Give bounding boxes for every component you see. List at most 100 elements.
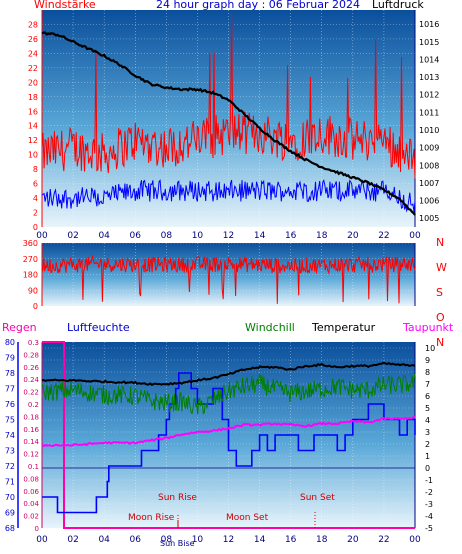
humidity-tick-label: 76 [5,400,15,409]
pressure-series [41,31,416,216]
x-tick-label: 06 [130,231,142,241]
right-tick-label: 1009 [419,144,439,153]
x-tick-label: 18 [316,231,328,241]
humidity-tick-label: 78 [5,369,15,378]
x-tick-label: 06 [130,535,142,545]
humidity-tick-label: 68 [5,524,15,533]
sun-rise-label: Sun Rise [158,493,197,503]
left-tick-label: 12 [28,136,38,145]
right-tick-label: 1016 [419,20,439,29]
left-tick-label: 10 [28,151,38,160]
humidity-tick-label: 69 [5,509,15,518]
compass-label: W [436,261,447,274]
rain-tick-label: 0.24 [23,376,39,384]
rain-tick-label: 0.1 [28,463,39,471]
right-tick-label: 1014 [419,55,439,64]
x-tick-label: 12 [223,535,234,545]
right-tick-label: 1015 [419,38,439,47]
right-tick-label: 1013 [419,73,439,82]
rain-tick-label: 0.22 [23,389,39,397]
wind-average-series [41,179,416,213]
regen-label: Regen [2,321,37,334]
rain-tick-label: 0.04 [23,500,39,508]
x-tick-label: 04 [98,535,110,545]
wind-gust-series [41,13,416,179]
left-tick-label: 28 [28,20,38,29]
rain-tick-label: 0.02 [23,513,39,521]
x-tick-label: 00 [36,535,48,545]
rain-tick-label: 0.12 [23,451,39,459]
x-tick-label: 08 [161,535,173,545]
compass-label: N [436,336,444,349]
x-tick-label: 14 [254,231,266,241]
moon-set-label: Moon Set [226,513,269,523]
windchill-label: Windchill [245,321,295,334]
humidity-tick-label: 71 [5,478,15,487]
temperatur-label: Temperatur [311,321,376,334]
moon-rise-label: Moon Rise [128,513,175,523]
rain-tick-label: 0.3 [28,339,39,347]
left-tick-label: 20 [28,78,38,87]
temperature-tick-label: 10 [425,344,435,353]
x-tick-label: 00 [409,231,421,241]
right-tick-label: 1005 [419,214,439,223]
temperature-tick-label: 5 [425,404,430,413]
x-tick-label: 08 [161,231,173,241]
humidity-tick-label: 72 [5,462,15,471]
temperature-tick-label: -4 [425,512,433,521]
x-tick-label: 10 [192,231,204,241]
temperature-tick-label: 8 [425,368,430,377]
left-tick-label: 2 [33,209,38,218]
left-tick-label: 4 [33,194,38,203]
compass-label: O [436,311,445,324]
rain-tick-label: 0.26 [23,364,39,372]
left-tick-label: 26 [28,35,38,44]
luftdruck-label: Luftdruck [372,0,424,11]
temperature-tick-label: 0 [425,464,430,473]
temperature-tick-label: 2 [425,440,430,449]
left-tick-label: 22 [28,64,38,73]
left-tick-label: 16 [28,107,38,116]
compass-label: S [436,286,443,299]
humidity-tick-label: 73 [5,447,15,456]
rain-tick-label: 0.18 [23,413,39,421]
windstaerke-label: Windstärke [34,0,96,11]
climate-chart: 00 02 04 06 08 10 12 14 16 18 20 22 0068697071727374… [5,338,435,545]
humidity-tick-label: 79 [5,354,15,363]
sun-rise-time-marker: Sun Bise [160,539,195,548]
humidity-tick-label: 70 [5,493,15,502]
x-tick-label: 16 [285,231,297,241]
dewpoint-series [41,415,416,448]
direction-tick-label: 270 [23,255,38,264]
x-tick-label: 02 [67,535,78,545]
left-tick-label: 8 [33,165,38,174]
wind-direction-series [41,254,416,304]
temperature-series [41,361,416,387]
humidity-series [42,372,416,514]
right-tick-label: 1011 [419,108,439,117]
humidity-tick-label: 75 [5,416,15,425]
left-tick-label: 0 [33,223,38,232]
x-tick-label: 22 [378,231,389,241]
rain-tick-label: 0.08 [23,475,39,483]
rain-tick-label: 0.2 [28,401,39,409]
wind-pressure-chart: 00 02 04 06 08 10 12 14 16 18 20 22 0002468101214161… [28,10,439,241]
x-tick-label: 00 [36,231,48,241]
compass-label: N [436,236,444,249]
right-tick-label: 1006 [419,197,439,206]
x-tick-label: 00 [409,535,421,545]
right-tick-label: 1012 [419,91,439,100]
humidity-tick-label: 80 [5,338,15,347]
rain-series [42,341,415,529]
temperature-tick-label: -1 [425,476,433,485]
direction-tick-label: 0 [33,302,38,311]
humidity-tick-label: 77 [5,385,15,394]
right-tick-label: 1008 [419,161,439,170]
temperature-tick-label: 1 [425,452,430,461]
x-tick-label: 02 [67,231,78,241]
rain-tick-label: 0.14 [23,438,39,446]
x-tick-label: 22 [378,535,389,545]
temperature-tick-label: 6 [425,392,430,401]
